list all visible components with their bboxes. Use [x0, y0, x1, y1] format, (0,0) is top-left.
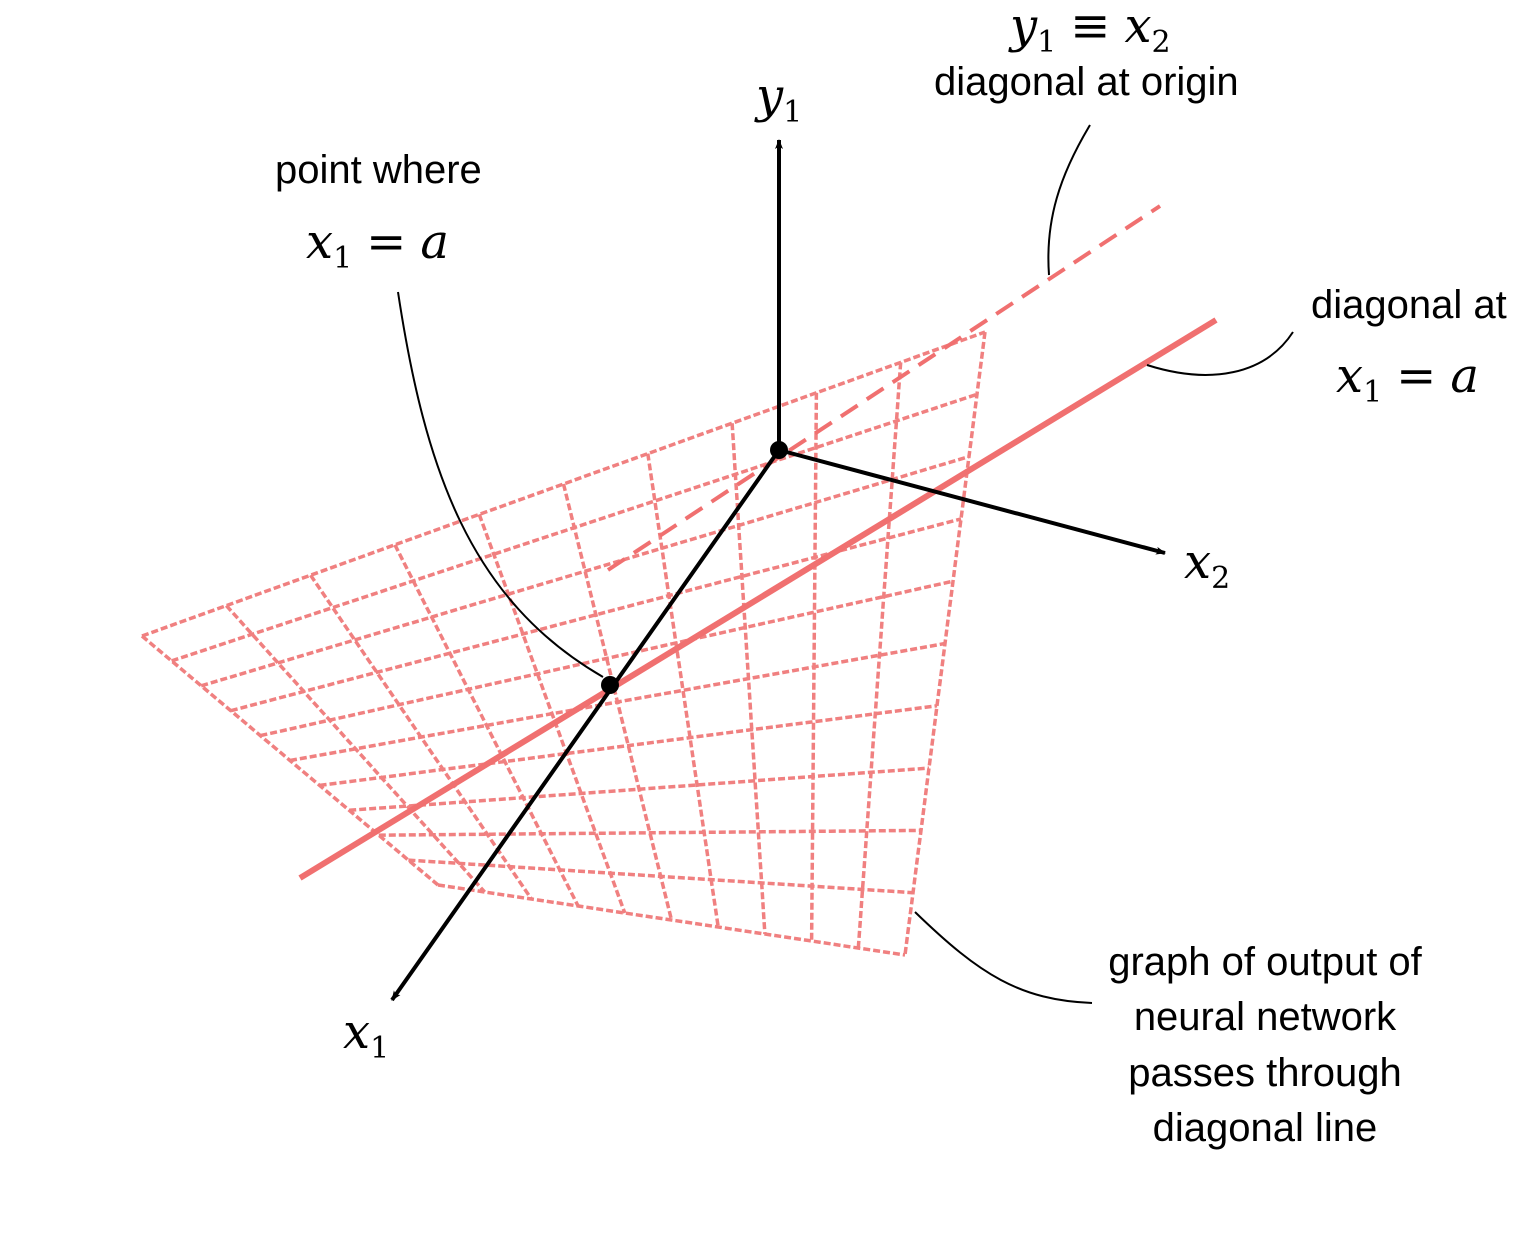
x1-axis-label: x1 — [343, 1008, 389, 1064]
identity-lhs-var: y — [1010, 0, 1038, 54]
identity-rhs-var: x — [1124, 0, 1152, 54]
mesh-line-u-4 — [260, 579, 954, 738]
graph-caption-line-1: graph of output of — [1108, 940, 1422, 984]
diagonal-eq-rhs: a — [1450, 348, 1480, 404]
y1-sub: 1 — [783, 95, 803, 130]
identity-rhs-sub: 2 — [1151, 25, 1171, 60]
mesh-line-u-0 — [141, 330, 986, 638]
mesh-line-u-2 — [200, 454, 970, 688]
x2-axis-label: x2 — [1184, 538, 1230, 594]
mesh-line-v-7 — [730, 423, 767, 935]
mesh-line-u-8 — [378, 828, 922, 837]
mesh-line-u-6 — [319, 704, 938, 788]
point-where-label: point where — [275, 148, 482, 192]
point-equation: x1 = a — [306, 218, 449, 274]
x1-sub: 1 — [370, 1031, 390, 1066]
diagonal-equation: x1 = a — [1336, 352, 1479, 408]
diagonal-at-a-line — [298, 317, 1218, 881]
mesh-line-v-10 — [903, 331, 987, 956]
identity-equation: y1 ≡ x2 — [1010, 2, 1171, 58]
mesh-line-v-6 — [646, 453, 720, 928]
mesh-line-v-8 — [809, 392, 819, 942]
diagonal-at-label: diagonal at — [1311, 283, 1507, 327]
mesh-line-u-7 — [349, 766, 930, 813]
point-eq-op: = — [366, 214, 407, 270]
point-x1-equals-a — [601, 676, 619, 694]
x1-var: x — [343, 1004, 371, 1060]
y1-axis-label: y1 — [756, 72, 802, 128]
x2-sub: 2 — [1211, 561, 1231, 596]
mesh-line-u-10 — [437, 883, 906, 957]
diagonal-at-origin-line — [606, 204, 1162, 572]
graph-caption-line-3: passes through — [1128, 1051, 1402, 1095]
leader-graph-caption — [914, 911, 1093, 1004]
mesh-line-u-3 — [230, 517, 962, 713]
graph-caption-line-4: diagonal line — [1152, 1106, 1378, 1150]
leader-diagonal-at-a — [1146, 331, 1294, 376]
y1-var: y — [756, 68, 784, 124]
x2-axis — [778, 448, 1166, 555]
mesh-line-v-3 — [393, 544, 580, 907]
leader-diagonal-origin — [1047, 124, 1091, 276]
origin-point — [770, 441, 788, 459]
identity-op: ≡ — [1070, 0, 1111, 54]
point-eq-lhs-var: x — [306, 214, 334, 270]
mesh-line-u-9 — [408, 858, 914, 895]
diagonal-eq-op: = — [1396, 348, 1437, 404]
leader-point-where — [397, 291, 604, 678]
point-eq-rhs: a — [420, 214, 450, 270]
point-eq-lhs-sub: 1 — [333, 241, 353, 276]
diagonal-eq-lhs-var: x — [1336, 348, 1364, 404]
x2-var: x — [1184, 534, 1212, 590]
x1-axis — [390, 448, 781, 1002]
surface-mesh — [140, 330, 987, 957]
mesh-line-v-5 — [561, 483, 674, 921]
diagonal-eq-lhs-sub: 1 — [1363, 375, 1383, 410]
diagonal-origin-label: diagonal at origin — [934, 60, 1239, 104]
mesh-line-v-9 — [856, 362, 903, 949]
graph-caption-line-2: neural network — [1133, 995, 1397, 1039]
identity-lhs-sub: 1 — [1037, 25, 1057, 60]
